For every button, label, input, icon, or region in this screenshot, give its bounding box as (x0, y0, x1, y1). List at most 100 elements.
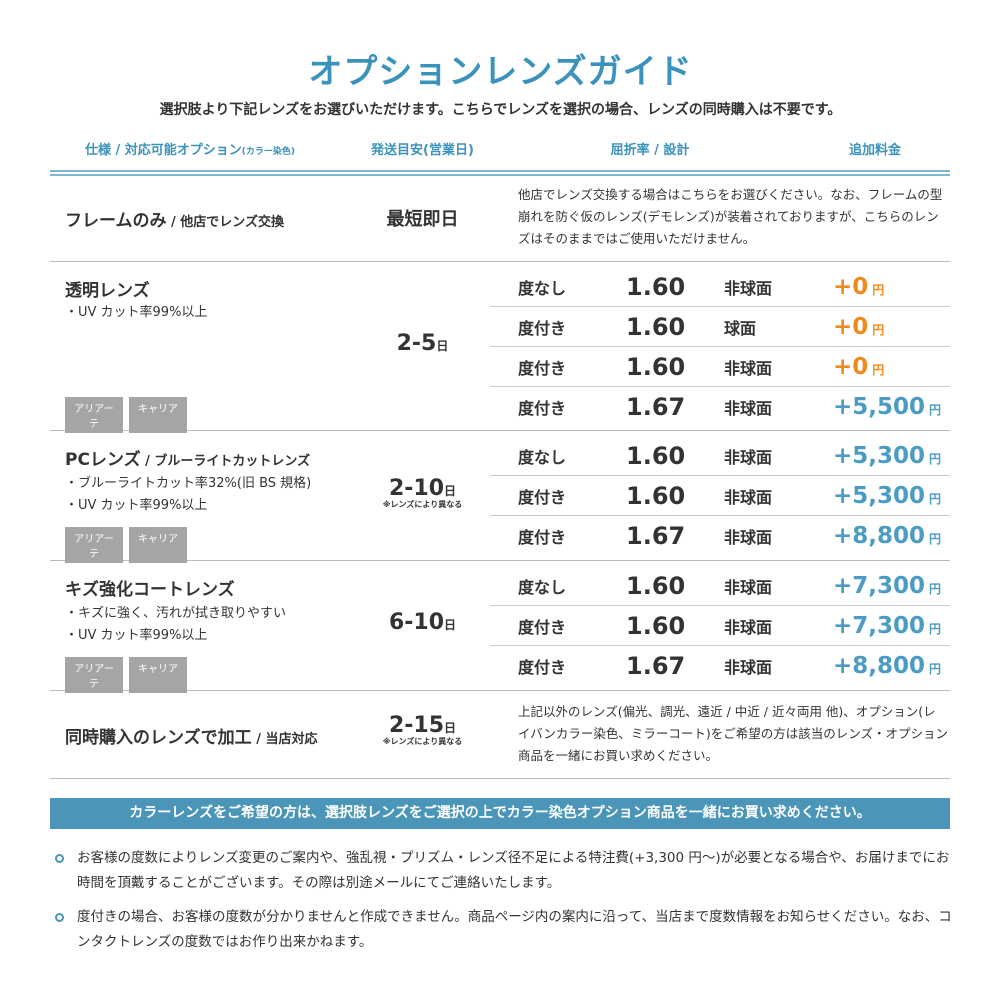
refractive-index: 1.60 (626, 571, 686, 600)
prescription: 度付き (518, 528, 567, 547)
additional-price: +0 円 (833, 274, 884, 300)
header-spec-label: 仕様 / 対応可能オプション (84, 143, 242, 158)
lens-row: 度付き 1.60 非球面 +7,300 円 (490, 606, 950, 646)
additional-price: +0 円 (833, 314, 884, 340)
days-value: 2-10 (388, 476, 445, 501)
ship-days: 6-10日 (355, 610, 490, 635)
ship-days: 最短即日 (386, 209, 459, 230)
price-unit: 円 (929, 403, 942, 417)
price-unit: 円 (872, 322, 885, 337)
color-lens-banner: カラーレンズをご希望の方は、選択肢レンズをご選択の上でカラー染色オプション商品を… (50, 798, 950, 829)
lens-row: 度付き 1.60 球面 +0 円 (490, 307, 950, 347)
header-spec: 仕様 / 対応可能オプション(カラー染色) (60, 139, 320, 158)
title-main: フレームのみ (65, 211, 167, 231)
days-unit: 日 (444, 721, 457, 735)
title-main: 同時購入のレンズで加工 (65, 728, 252, 748)
title-sub: / 他店でレンズ交換 (166, 215, 285, 230)
days-unit: 日 (444, 484, 457, 498)
additional-price: +8,800 円 (833, 653, 941, 679)
additional-price: +7,300 円 (833, 573, 941, 599)
price-value: +0 (833, 273, 869, 300)
price-unit: 円 (929, 581, 942, 596)
prescription: 度なし (518, 278, 567, 298)
page-title: オプションレンズガイド (308, 52, 693, 92)
ship-days: 2-15日 ※レンズにより異なる (355, 713, 490, 747)
refractive-index: 1.60 (626, 352, 686, 381)
lens-row: 度付き 1.67 非球面 +5,500 円 (490, 387, 950, 427)
price-value: +8,800 (833, 653, 926, 679)
lens-rows: 度なし 1.60 非球面 +0 円 度付き 1.60 球面 +0 円 度付き 1.6… (490, 267, 950, 427)
lens-row: 度付き 1.67 非球面 +8,800 円 (490, 646, 950, 686)
lens-design: 非球面 (724, 358, 773, 378)
option-tags: アリアーテ キャリア (65, 657, 187, 693)
circle-bullet-icon (55, 854, 64, 863)
price-value: +8,800 (833, 523, 926, 549)
price-value: +5,500 (833, 394, 926, 420)
days-note: ※レンズにより異なる (382, 737, 463, 746)
price-value: +7,300 (833, 572, 926, 599)
refractive-index: 1.60 (626, 441, 686, 470)
lens-design: 球面 (724, 318, 757, 338)
prescription: 度付き (518, 318, 567, 338)
option-tag: アリアーテ (65, 527, 123, 563)
description: 上記以外のレンズ(偏光、調光、遠近 / 中近 / 近々両用 他)、オプション(レ… (518, 704, 949, 763)
additional-price: +8,800 円 (833, 523, 941, 549)
refractive-index: 1.67 (626, 522, 686, 550)
ship-days: 2-10日 ※レンズにより異なる (355, 476, 490, 510)
section-title: 透明レンズ (65, 276, 150, 301)
lens-design: 非球面 (724, 528, 773, 547)
lens-row: 度付き 1.60 非球面 +5,300 円 (490, 476, 950, 516)
lens-design: 非球面 (724, 447, 773, 467)
lens-design: 非球面 (724, 617, 773, 637)
days-value: 2-5 (396, 331, 437, 356)
note-item: お客様の度数によりレンズ変更のご案内や、強乱視・プリズム・レンズ径不足による特注… (55, 846, 955, 896)
lens-design: 非球面 (724, 487, 773, 507)
prescription: 度付き (518, 358, 567, 378)
ship-days: 2-5日 (355, 331, 490, 356)
refractive-index: 1.60 (626, 611, 686, 640)
feature-list: ・UV カット率99%以上 (65, 302, 207, 324)
option-tag: アリアーテ (65, 397, 123, 433)
title-main: キズ強化コートレンズ (65, 580, 235, 600)
days-unit: 日 (436, 339, 449, 353)
prescription: 度なし (518, 577, 567, 597)
additional-price: +0 円 (833, 354, 884, 380)
refractive-index: 1.60 (626, 481, 686, 510)
header-price: 追加料金 (848, 143, 901, 158)
feature-item: ・キズに強く、汚れが拭き取りやすい (65, 606, 287, 621)
price-unit: 円 (929, 621, 942, 636)
note-item: 度付きの場合、お客様の度数が分かりませんと作成できません。商品ページ内の案内に沿… (55, 905, 955, 955)
price-value: +7,300 (833, 612, 926, 639)
header-divider (50, 170, 950, 176)
title-main: PCレンズ (65, 450, 141, 470)
option-tags: アリアーテ キャリア (65, 397, 187, 433)
additional-price: +5,300 円 (833, 483, 941, 509)
section-title: フレームのみ / 他店でレンズ交換 (65, 206, 284, 231)
lens-design: 非球面 (724, 577, 773, 597)
price-value: +5,300 (833, 482, 926, 509)
price-unit: 円 (872, 282, 885, 297)
section-lens-group: キズ強化コートレンズ ・キズに強く、汚れが拭き取りやすい ・UV カット率99%以… (50, 561, 950, 693)
circle-bullet-icon (55, 913, 64, 922)
days-value: 2-15 (388, 713, 445, 738)
refractive-index: 1.67 (626, 393, 686, 421)
section-title: PCレンズ / ブルーライトカットレンズ (65, 445, 310, 470)
price-value: +5,300 (833, 442, 926, 469)
lens-row: 度付き 1.60 非球面 +0 円 (490, 347, 950, 387)
section-lens-group: 透明レンズ ・UV カット率99%以上 アリアーテ キャリア 2-5日 度なし 1… (50, 262, 950, 433)
prescription: 度なし (518, 447, 567, 467)
header-ship: 発送目安(営業日) (371, 143, 474, 158)
title-sub: / ブルーライトカットレンズ (140, 454, 311, 469)
lens-design: 非球面 (724, 399, 773, 418)
price-unit: 円 (929, 532, 942, 546)
price-unit: 円 (929, 451, 942, 466)
refractive-index: 1.67 (626, 652, 686, 680)
prescription: 度付き (518, 487, 567, 507)
feature-item: ・UV カット率99%以上 (65, 305, 208, 320)
section-processing: 同時購入のレンズで加工 / 当店対応 2-15日 ※レンズにより異なる 上記以外の… (50, 691, 950, 779)
days-unit: 日 (444, 618, 457, 632)
additional-price: +7,300 円 (833, 613, 941, 639)
price-unit: 円 (872, 362, 885, 377)
header-index: 屈折率 / 設計 (610, 143, 690, 158)
option-tag: アリアーテ (65, 657, 123, 693)
